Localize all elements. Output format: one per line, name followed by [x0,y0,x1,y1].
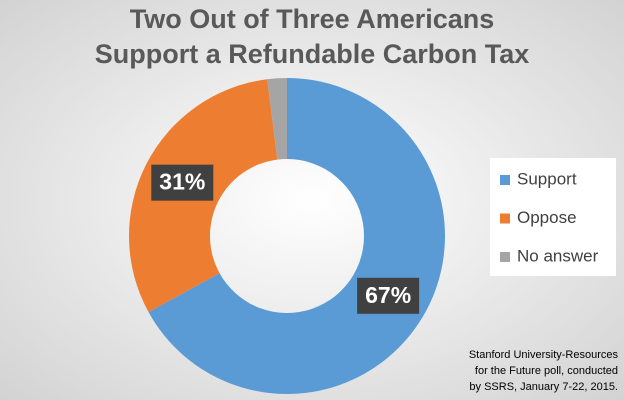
data-label-box [151,164,214,201]
legend-label: Support [517,169,577,188]
data-label: 31% [159,169,205,195]
pie-slice [148,78,445,395]
legend-box [490,158,616,276]
legend-swatch [500,175,510,185]
legend-swatch [500,252,510,262]
source-note: by SSRS, January 7-22, 2015. [469,381,618,393]
pie-slice [267,78,287,160]
data-label: 67% [365,282,411,308]
legend-label: Oppose [517,208,577,227]
chart-title: Two Out of Three Americans [130,4,495,34]
legend-label: No answer [517,246,599,265]
source-note: for the Future poll, conducted [475,365,618,377]
data-label-box [357,277,420,314]
legend-swatch [500,213,510,224]
chart-title: Support a Refundable Carbon Tax [95,39,530,69]
source-note: Stanford University-Resources [469,349,619,361]
